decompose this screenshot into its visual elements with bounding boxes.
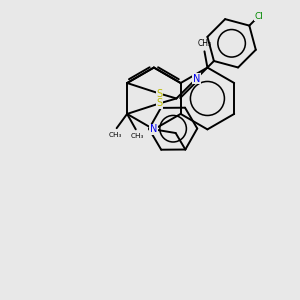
Text: S: S bbox=[156, 88, 163, 98]
Text: CH₃: CH₃ bbox=[109, 132, 122, 138]
Text: S: S bbox=[156, 98, 163, 108]
Text: Cl: Cl bbox=[254, 12, 263, 21]
Text: N: N bbox=[193, 74, 200, 84]
Text: CH₃: CH₃ bbox=[197, 39, 212, 48]
Text: N: N bbox=[150, 124, 158, 134]
Text: CH₃: CH₃ bbox=[130, 133, 144, 139]
